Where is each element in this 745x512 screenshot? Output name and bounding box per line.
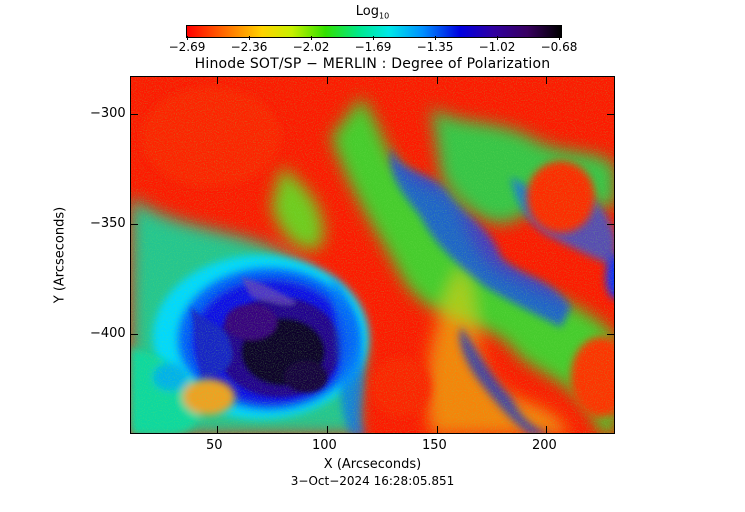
colorbar-tick-label: −2.02 <box>292 40 330 54</box>
colorbar-tick-label: −1.02 <box>478 40 516 54</box>
y-tick-label: −350 <box>90 216 126 231</box>
x-tick-label: 100 <box>312 438 337 453</box>
colorbar-title: Log10 <box>0 4 745 21</box>
colorbar-tick <box>249 36 250 40</box>
colorbar-title-text: Log <box>355 4 380 19</box>
colorbar-tick-label: −2.36 <box>230 40 268 54</box>
x-tick-label: 200 <box>532 438 557 453</box>
y-axis-label: Y (Arcseconds) <box>52 206 68 304</box>
x-axis-label: X (Arcseconds) <box>323 457 422 472</box>
colorbar-tick <box>497 36 498 40</box>
x-tick-label: 150 <box>422 438 447 453</box>
colorbar-title-subscript: 10 <box>379 11 390 21</box>
x-tick-label: 50 <box>206 438 223 453</box>
colorbar-tick-label: −2.69 <box>168 40 206 54</box>
colorbar-tick <box>435 36 436 40</box>
y-tick-label: −300 <box>90 106 126 121</box>
colorbar-tick <box>559 36 560 40</box>
colorbar-tick-label: −0.68 <box>540 40 578 54</box>
colorbar <box>186 25 562 40</box>
polarization-map <box>130 76 615 434</box>
colorbar-tick <box>373 36 374 40</box>
y-tick-label: −400 <box>90 326 126 341</box>
colorbar-tick <box>187 36 188 40</box>
polarization-image <box>131 77 614 433</box>
plot-title: Hinode SOT/SP − MERLIN : Degree of Polar… <box>194 56 551 72</box>
timestamp: 3−Oct−2024 16:28:05.851 <box>290 474 455 488</box>
colorbar-tick <box>311 36 312 40</box>
colorbar-tick-label: −1.35 <box>416 40 454 54</box>
colorbar-tick-label: −1.69 <box>354 40 392 54</box>
